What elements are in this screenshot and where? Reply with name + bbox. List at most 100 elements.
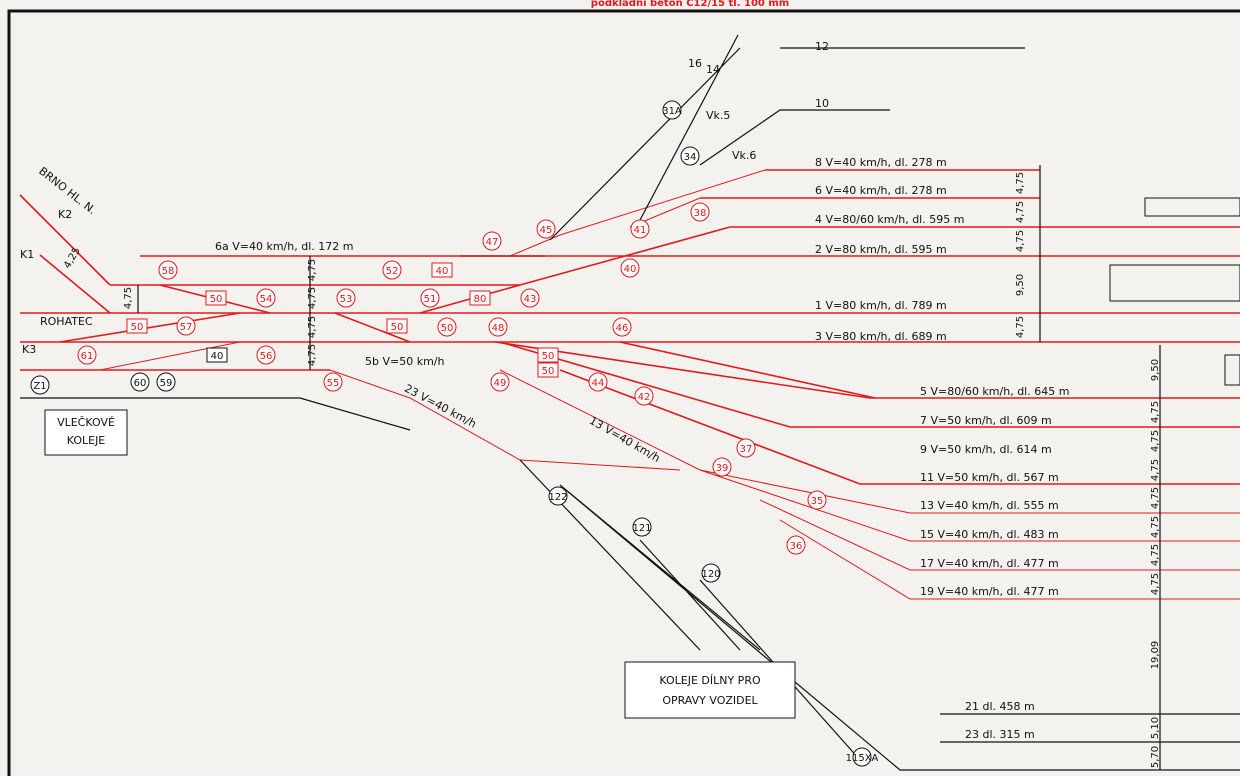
dimension-label: 4,75 bbox=[1150, 459, 1161, 481]
speed-limit: 80 bbox=[474, 294, 487, 305]
dimension-label: 4,75 bbox=[307, 259, 318, 281]
track-label: 13 V=40 km/h, dl. 555 m bbox=[920, 499, 1059, 512]
dimension-label: 5,10 bbox=[1150, 717, 1161, 739]
track-label: 6a V=40 km/h, dl. 172 m bbox=[215, 240, 353, 253]
switch-number: 57 bbox=[180, 322, 193, 333]
switch-number: 48 bbox=[492, 323, 505, 334]
dimension-label: 9,50 bbox=[1015, 274, 1026, 296]
speed-limit: 50 bbox=[391, 322, 404, 333]
signal-label: Vk.5 bbox=[706, 109, 730, 122]
switch-circle bbox=[712, 457, 732, 477]
track-label: 19 V=40 km/h, dl. 477 m bbox=[920, 585, 1059, 598]
switch-circle bbox=[437, 317, 457, 337]
switch-number: 50 bbox=[441, 323, 454, 334]
switch-number: Z1 bbox=[33, 381, 46, 392]
switch-number: 36 bbox=[790, 541, 803, 552]
frame bbox=[7, 9, 1240, 776]
switch-circle bbox=[323, 372, 343, 392]
track-label: 1 V=80 km/h, dl. 789 m bbox=[815, 299, 947, 312]
switch-number: 121 bbox=[632, 523, 651, 534]
switch-circle bbox=[701, 563, 721, 583]
track-label: 21 dl. 458 m bbox=[965, 700, 1035, 713]
direction-label: K3 bbox=[22, 343, 36, 356]
switch-number: 45 bbox=[540, 225, 553, 236]
switch-circle bbox=[680, 146, 700, 166]
switch-number: 44 bbox=[592, 378, 605, 389]
track-label: 4 V=80/60 km/h, dl. 595 m bbox=[815, 213, 964, 226]
switch-circle bbox=[690, 202, 710, 222]
track-label: 6 V=40 km/h, dl. 278 m bbox=[815, 184, 947, 197]
switch-circle bbox=[420, 288, 440, 308]
speed-box bbox=[205, 290, 227, 306]
speed-box bbox=[126, 318, 148, 334]
dimension-label: 4,75 bbox=[307, 287, 318, 309]
dimension-label: 4,75 bbox=[123, 287, 134, 309]
switch-number: 58 bbox=[162, 266, 175, 277]
switch-circle bbox=[807, 490, 827, 510]
dimension-label: 4,75 bbox=[1150, 430, 1161, 452]
switch-circle bbox=[488, 317, 508, 337]
dimension-label: 4,75 bbox=[307, 344, 318, 366]
switch-number: 38 bbox=[694, 208, 707, 219]
switch-circle bbox=[536, 219, 556, 239]
switch-number: 31A bbox=[662, 106, 682, 117]
direction-label: K1 bbox=[20, 248, 34, 261]
switch-number: 53 bbox=[340, 294, 353, 305]
speed-limit: 50 bbox=[542, 366, 555, 377]
track-label: 10 bbox=[815, 97, 829, 110]
switch-circle bbox=[490, 372, 510, 392]
track-label: 7 V=50 km/h, dl. 609 m bbox=[920, 414, 1052, 427]
switch-circle bbox=[548, 486, 568, 506]
speed-limit: 50 bbox=[542, 351, 555, 362]
tracks-lines bbox=[19, 34, 1240, 771]
switch-number: 40 bbox=[624, 264, 637, 275]
speed-box bbox=[386, 318, 408, 334]
dimension-label: 4,75 bbox=[307, 316, 318, 338]
track-label: 17 V=40 km/h, dl. 477 m bbox=[920, 557, 1059, 570]
switch-number: 60 bbox=[134, 378, 147, 389]
switch-number: 120 bbox=[701, 569, 720, 580]
switch-circle bbox=[130, 372, 150, 392]
switch-number: 34 bbox=[684, 152, 697, 163]
switch-number: 42 bbox=[638, 392, 651, 403]
switch-number: 115XA bbox=[846, 753, 879, 764]
switch-circle bbox=[256, 345, 276, 365]
speed-box bbox=[431, 262, 453, 278]
switch-circle bbox=[630, 219, 650, 239]
speed-box bbox=[469, 290, 491, 306]
switch-number: 59 bbox=[160, 378, 173, 389]
box-label: OPRAVY VOZIDEL bbox=[662, 694, 758, 707]
switch-number: 35 bbox=[811, 496, 824, 507]
box-label: KOLEJE bbox=[67, 434, 106, 447]
dimension-label: 4,75 bbox=[1015, 230, 1026, 252]
speed-limit: 50 bbox=[210, 294, 223, 305]
switch-number: 61 bbox=[81, 351, 94, 362]
track-label: 3 V=80 km/h, dl. 689 m bbox=[815, 330, 947, 343]
direction-label: ROHATEC bbox=[40, 315, 93, 328]
switch-number: 52 bbox=[386, 266, 399, 277]
dimension-label: 4,75 bbox=[1015, 316, 1026, 338]
track-label: 12 bbox=[815, 40, 829, 53]
switch-number: 54 bbox=[260, 294, 273, 305]
switch-number: 37 bbox=[740, 444, 753, 455]
switch-circle bbox=[156, 372, 176, 392]
direction-label: K2 bbox=[58, 208, 72, 221]
switch-circle bbox=[662, 100, 682, 120]
dimension-label: 4,75 bbox=[1150, 544, 1161, 566]
switch-circle bbox=[336, 288, 356, 308]
dimension-label: 4,75 bbox=[1150, 573, 1161, 595]
speed-box bbox=[537, 362, 559, 378]
track-label: 23 dl. 315 m bbox=[965, 728, 1035, 741]
switch-circle bbox=[852, 747, 872, 767]
speed-limit: 50 bbox=[131, 322, 144, 333]
dimension-label: 4,75 bbox=[1150, 487, 1161, 509]
track-label: 15 V=40 km/h, dl. 483 m bbox=[920, 528, 1059, 541]
switch-circle bbox=[77, 345, 97, 365]
header-note: podkladní beton C12/15 tl. 100 mm bbox=[591, 0, 789, 9]
track-label: 9 V=50 km/h, dl. 614 m bbox=[920, 443, 1052, 456]
dimension-label: 5,70 bbox=[1150, 746, 1161, 768]
track-label: 8 V=40 km/h, dl. 278 m bbox=[815, 156, 947, 169]
switch-circle bbox=[632, 517, 652, 537]
switch-number: 55 bbox=[327, 378, 340, 389]
